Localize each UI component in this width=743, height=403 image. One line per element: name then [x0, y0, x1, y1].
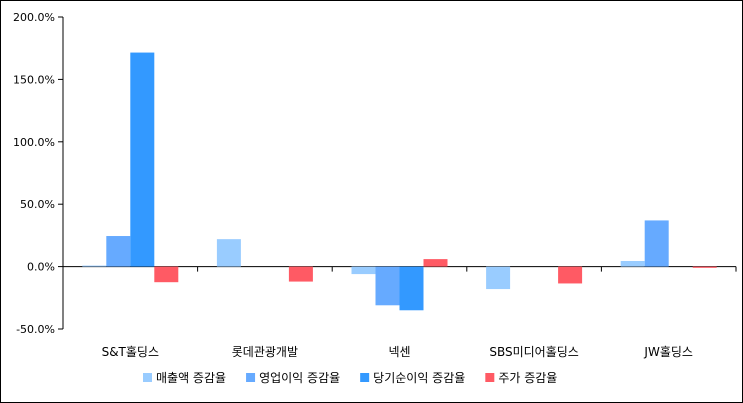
bar-4 [558, 266, 583, 284]
bar-3 [399, 266, 424, 311]
chart-axes: -50.0% 0.0% 50.0% 100.0% 150.0% 200.0% [13, 11, 737, 336]
category-label: 넥센 [388, 345, 410, 359]
bar-2 [106, 236, 131, 267]
y-tick-label: 150.0% [13, 73, 55, 86]
bar-1 [216, 239, 241, 267]
category-labels: S&T홀딩스 롯데관광개발 넥센 SBS미디어홀딩스 JW홀딩스 [102, 345, 693, 359]
chart-bars [82, 52, 717, 311]
category-label: 롯데관광개발 [232, 345, 298, 359]
bar-4 [154, 266, 179, 283]
bar-3 [130, 52, 155, 267]
bar-4 [288, 266, 313, 282]
bar-1 [486, 266, 511, 290]
category-label: S&T홀딩스 [102, 345, 159, 359]
y-tick-label: 50.0% [20, 198, 55, 211]
bar-1 [620, 260, 645, 267]
legend-swatch [143, 373, 152, 382]
category-label: SBS미디어홀딩스 [489, 345, 579, 359]
legend-label: 당기순이익 증감율 [373, 371, 465, 385]
bar-4 [423, 259, 448, 267]
bar-2 [375, 266, 400, 306]
y-tick-label: -50.0% [16, 323, 55, 336]
bar-1 [351, 266, 376, 275]
chart-legend: 매출액 증감율 영업이익 증감율 당기순이익 증감율 주가 증감율 [143, 371, 557, 385]
bar-1 [82, 265, 107, 267]
legend-label: 영업이익 증감율 [259, 371, 340, 385]
y-tick-label: 100.0% [13, 136, 55, 149]
bar-2 [644, 220, 669, 267]
bar-4 [692, 266, 717, 268]
legend-swatch [360, 373, 370, 382]
legend-label: 주가 증감율 [498, 371, 557, 385]
y-tick-label: 200.0% [13, 11, 55, 24]
y-tick-label: 0.0% [27, 261, 55, 274]
legend-swatch [485, 373, 495, 382]
category-label: JW홀딩스 [643, 345, 693, 359]
legend-swatch [246, 373, 256, 382]
legend-label: 매출액 증감율 [156, 371, 226, 385]
